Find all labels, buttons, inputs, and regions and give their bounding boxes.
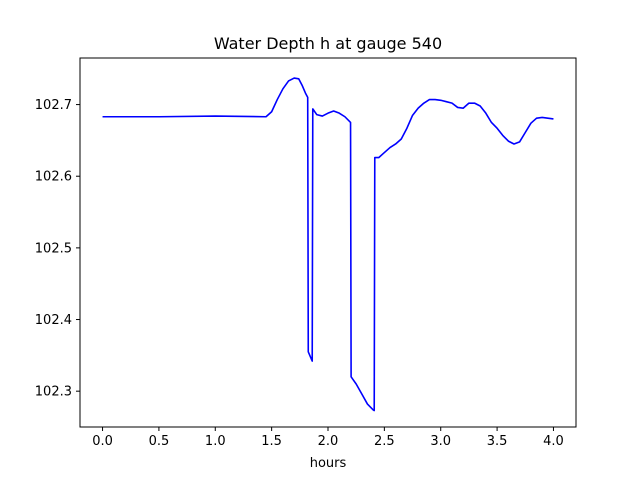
series-line-depth bbox=[102, 77, 554, 412]
y-tick-label: 102.6 bbox=[35, 170, 72, 185]
y-tick-label: 102.4 bbox=[35, 313, 72, 328]
y-axis-ticks: 102.3 102.4 102.5 102.6 102.7 bbox=[35, 98, 80, 400]
x-tick-label: 2.0 bbox=[318, 434, 339, 449]
x-tick-label: 3.5 bbox=[487, 434, 508, 449]
y-tick-label: 102.7 bbox=[35, 98, 72, 113]
y-tick-label: 102.5 bbox=[35, 241, 72, 256]
x-tick-label: 4.0 bbox=[543, 434, 564, 449]
x-tick-label: 3.0 bbox=[430, 434, 451, 449]
x-axis-label: hours bbox=[310, 456, 347, 471]
x-tick-label: 0.0 bbox=[92, 434, 113, 449]
y-tick-label: 102.3 bbox=[35, 385, 72, 400]
x-tick-label: 1.5 bbox=[261, 434, 282, 449]
x-tick-label: 1.0 bbox=[205, 434, 226, 449]
x-tick-label: 2.5 bbox=[374, 434, 395, 449]
x-axis-ticks: 0.0 0.5 1.0 1.5 2.0 2.5 3.0 3.5 4.0 bbox=[92, 427, 564, 449]
chart-title: Water Depth h at gauge 540 bbox=[214, 34, 442, 53]
x-tick-label: 0.5 bbox=[149, 434, 170, 449]
